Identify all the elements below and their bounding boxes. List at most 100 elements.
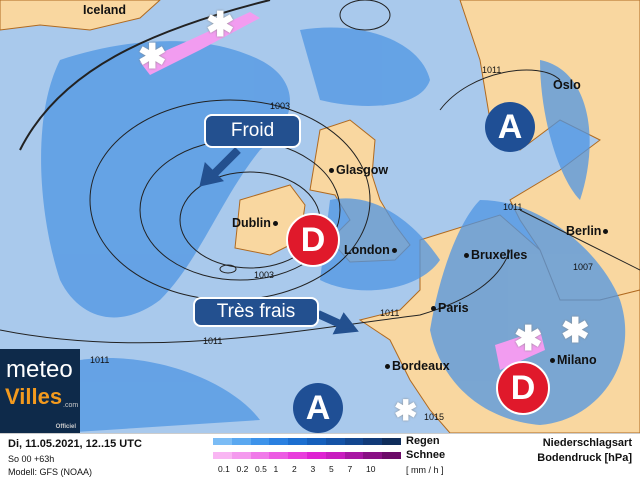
isobar-label: 1003	[254, 270, 275, 280]
logo-text: Villes	[5, 384, 63, 409]
scale-ticks: 0.1 0.2 0.5 1 2 3 5 7 10	[218, 464, 385, 475]
map-graphics	[0, 0, 640, 433]
city-label: Bruxelles	[462, 248, 527, 262]
arrows	[199, 147, 359, 335]
tick-label: 0.5	[255, 464, 267, 474]
city-dot	[431, 306, 436, 312]
rain-swatch	[250, 438, 270, 445]
isobar-label: 1011	[503, 202, 523, 212]
city-dot	[272, 221, 278, 227]
city-label: Iceland	[83, 3, 127, 17]
city-dot	[550, 358, 555, 364]
snow-swatch	[382, 452, 401, 459]
snow-swatch	[344, 452, 364, 459]
snow-area	[140, 12, 260, 75]
rain-swatch	[288, 438, 307, 445]
snow-scale	[213, 452, 401, 459]
label-froid: Froid	[204, 114, 301, 148]
label-tres-frais: Très frais	[193, 297, 319, 327]
snow-swatch	[325, 452, 345, 459]
rain-swatch	[344, 438, 364, 445]
legend: Di, 11.05.2021, 12..15 UTC So 00 +63h Mo…	[0, 433, 640, 478]
snow-swatch	[250, 452, 270, 459]
city-name: Oslo	[553, 78, 581, 92]
tick-label: 0.1	[218, 464, 230, 474]
unit-label: [ mm / h ]	[406, 465, 444, 475]
rain-swatch	[269, 438, 289, 445]
tick-label: 7	[347, 464, 353, 474]
snowflake-icon: ✱	[514, 320, 543, 358]
city-label: Milano	[548, 353, 597, 367]
city-label: London	[344, 243, 399, 257]
snow-swatch	[231, 452, 251, 459]
isobar-label: 1007	[573, 262, 594, 272]
low-pressure-marker: D	[286, 213, 340, 267]
isobar-label: 1011	[482, 65, 502, 75]
tick-label: 1	[273, 464, 279, 474]
city-name: Milano	[557, 353, 597, 367]
snow-swatch	[288, 452, 307, 459]
tick-label: 5	[329, 464, 334, 474]
city-name: London	[344, 243, 390, 257]
rain-swatch	[382, 438, 401, 445]
legend-title-pressure: Bodendruck [hPa]	[537, 452, 632, 464]
city-label: Glasgow	[327, 163, 388, 177]
model-name: Modell: GFS (NOAA)	[8, 467, 93, 477]
arrow-icon	[209, 147, 241, 179]
legend-title-type: Niederschlagsart	[542, 437, 632, 449]
city-name: Paris	[438, 301, 469, 315]
isobar-label: 1011	[90, 355, 110, 365]
snowflake-icon: ✱	[561, 312, 590, 350]
city-name: Bordeaux	[392, 359, 450, 373]
city-label: Dublin	[232, 216, 280, 230]
rain-swatch	[306, 438, 326, 445]
snowflake-icon: ✱	[206, 6, 235, 44]
city-name: Glasgow	[336, 163, 389, 177]
model-run: So 00 +63h	[8, 454, 55, 464]
snow-swatch	[213, 452, 232, 459]
tick-label: 0.2	[236, 464, 249, 474]
isobar-label: 1011	[380, 308, 400, 318]
rain-areas	[41, 27, 626, 433]
meteovilles-logo: meteo Villes .com Officiel	[0, 349, 80, 433]
isobar-label: 1011	[203, 336, 223, 346]
isobar-label: 1003	[270, 101, 291, 111]
city-label: Berlin	[566, 224, 610, 238]
city-dot	[464, 253, 469, 259]
tick-label: 2	[292, 464, 297, 474]
snow-area	[495, 330, 545, 370]
snow-label: Schnee	[406, 449, 446, 461]
high-pressure-marker: A	[485, 102, 535, 152]
snowflake-icon: ✱	[394, 395, 418, 426]
city-name: Bruxelles	[471, 248, 528, 262]
logo-text: .com	[63, 402, 79, 409]
rain-scale	[213, 438, 401, 445]
arrow-icon	[316, 310, 342, 328]
tick-label: 3	[310, 464, 316, 474]
weather-map: Iceland Oslo Glasgow Dublin London Berli…	[0, 0, 640, 433]
tick-label: 10	[366, 464, 376, 474]
rain-swatch	[213, 438, 232, 445]
snow-swatch	[363, 452, 383, 459]
logo-text: meteo	[6, 356, 73, 383]
rain-swatch	[325, 438, 345, 445]
city-dot	[385, 364, 390, 370]
low-pressure-marker: D	[496, 361, 550, 415]
city-dot	[391, 248, 397, 254]
rain-swatch	[363, 438, 383, 445]
city-dot	[603, 229, 609, 235]
rain-label: Regen	[406, 435, 440, 447]
isobar-label: 1015	[424, 412, 445, 422]
snow-swatch	[269, 452, 289, 459]
city-name: Dublin	[232, 216, 271, 230]
city-dot	[329, 168, 334, 174]
snowflake-icon: ✱	[138, 38, 167, 76]
city-name: Berlin	[566, 224, 602, 238]
datetime: Di, 11.05.2021, 12..15 UTC	[8, 438, 142, 450]
city-label: Bordeaux	[383, 359, 450, 373]
high-pressure-marker: A	[293, 383, 343, 433]
rain-swatch	[231, 438, 251, 445]
snow-swatch	[306, 452, 326, 459]
city-label: Paris	[429, 301, 469, 315]
logo-badge: Officiel	[55, 424, 76, 430]
